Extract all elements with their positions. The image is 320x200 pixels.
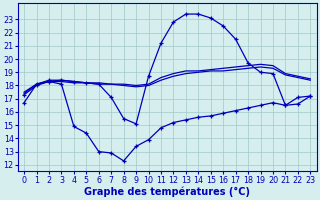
X-axis label: Graphe des températures (°C): Graphe des températures (°C) [84, 186, 250, 197]
